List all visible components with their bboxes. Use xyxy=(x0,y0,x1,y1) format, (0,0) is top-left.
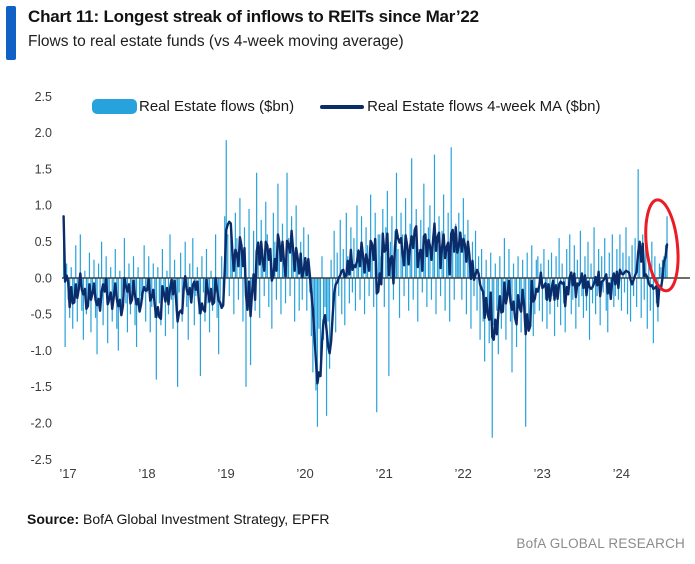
title-accent-bar xyxy=(6,6,16,60)
svg-text:0.0: 0.0 xyxy=(35,271,52,285)
svg-text:’22: ’22 xyxy=(455,466,472,481)
svg-text:’24: ’24 xyxy=(613,466,630,481)
x-axis-labels: ’17 ’18 ’19 ’20 ’21 ’22 ’23 ’24 xyxy=(59,466,630,481)
svg-text:’20: ’20 xyxy=(296,466,313,481)
svg-text:’23: ’23 xyxy=(534,466,551,481)
svg-text:’17: ’17 xyxy=(59,466,76,481)
source-line: Source: BofA Global Investment Strategy,… xyxy=(27,511,329,527)
legend-label-flows: Real Estate flows ($bn) xyxy=(139,98,295,115)
svg-text:0.5: 0.5 xyxy=(35,235,52,249)
y-axis-labels: 2.5 2.0 1.5 1.0 0.5 0.0 -0.5 -1.0 -1.5 -2.0 -2.5 xyxy=(30,90,52,467)
svg-text:-1.5: -1.5 xyxy=(30,380,52,394)
source-text: BofA Global Investment Strategy, EPFR xyxy=(79,511,330,527)
flows-chart: 2.5 2.0 1.5 1.0 0.5 0.0 -0.5 -1.0 -1.5 -2.0 -2.5 ’1… xyxy=(30,90,690,481)
svg-text:2.0: 2.0 xyxy=(35,126,52,140)
legend-label-ma: Real Estate flows 4-week MA ($bn) xyxy=(367,98,601,115)
streak-annotation-ellipse xyxy=(644,198,680,293)
ma-line xyxy=(62,215,669,385)
svg-text:1.0: 1.0 xyxy=(35,199,52,213)
source-label: Source: xyxy=(27,511,80,527)
chart-subtitle: Flows to real estate funds (vs 4-week mo… xyxy=(28,33,404,50)
legend-item-ma: Real Estate flows 4-week MA ($bn) xyxy=(320,98,601,115)
chart-title: Chart 11: Longest streak of inflows to R… xyxy=(28,7,479,26)
svg-text:’19: ’19 xyxy=(217,466,234,481)
brand-footer: BofA GLOBAL RESEARCH xyxy=(516,536,685,551)
line-swatch-icon xyxy=(320,104,365,109)
svg-text:-2.5: -2.5 xyxy=(30,453,52,467)
svg-text:’18: ’18 xyxy=(138,466,155,481)
svg-text:-1.0: -1.0 xyxy=(30,344,52,358)
svg-text:1.5: 1.5 xyxy=(35,162,52,176)
legend-item-flows: Real Estate flows ($bn) xyxy=(92,98,294,115)
svg-text:2.5: 2.5 xyxy=(35,90,52,104)
legend: Real Estate flows ($bn) Real Estate flow… xyxy=(92,98,601,115)
svg-text:-2.0: -2.0 xyxy=(30,417,52,431)
svg-text:-0.5: -0.5 xyxy=(30,308,52,322)
plot-area: 2.5 2.0 1.5 1.0 0.5 0.0 -0.5 -1.0 -1.5 -2.0 -2.5 ’1… xyxy=(0,82,695,482)
bar-swatch-icon xyxy=(92,99,137,114)
svg-text:’21: ’21 xyxy=(376,466,393,481)
